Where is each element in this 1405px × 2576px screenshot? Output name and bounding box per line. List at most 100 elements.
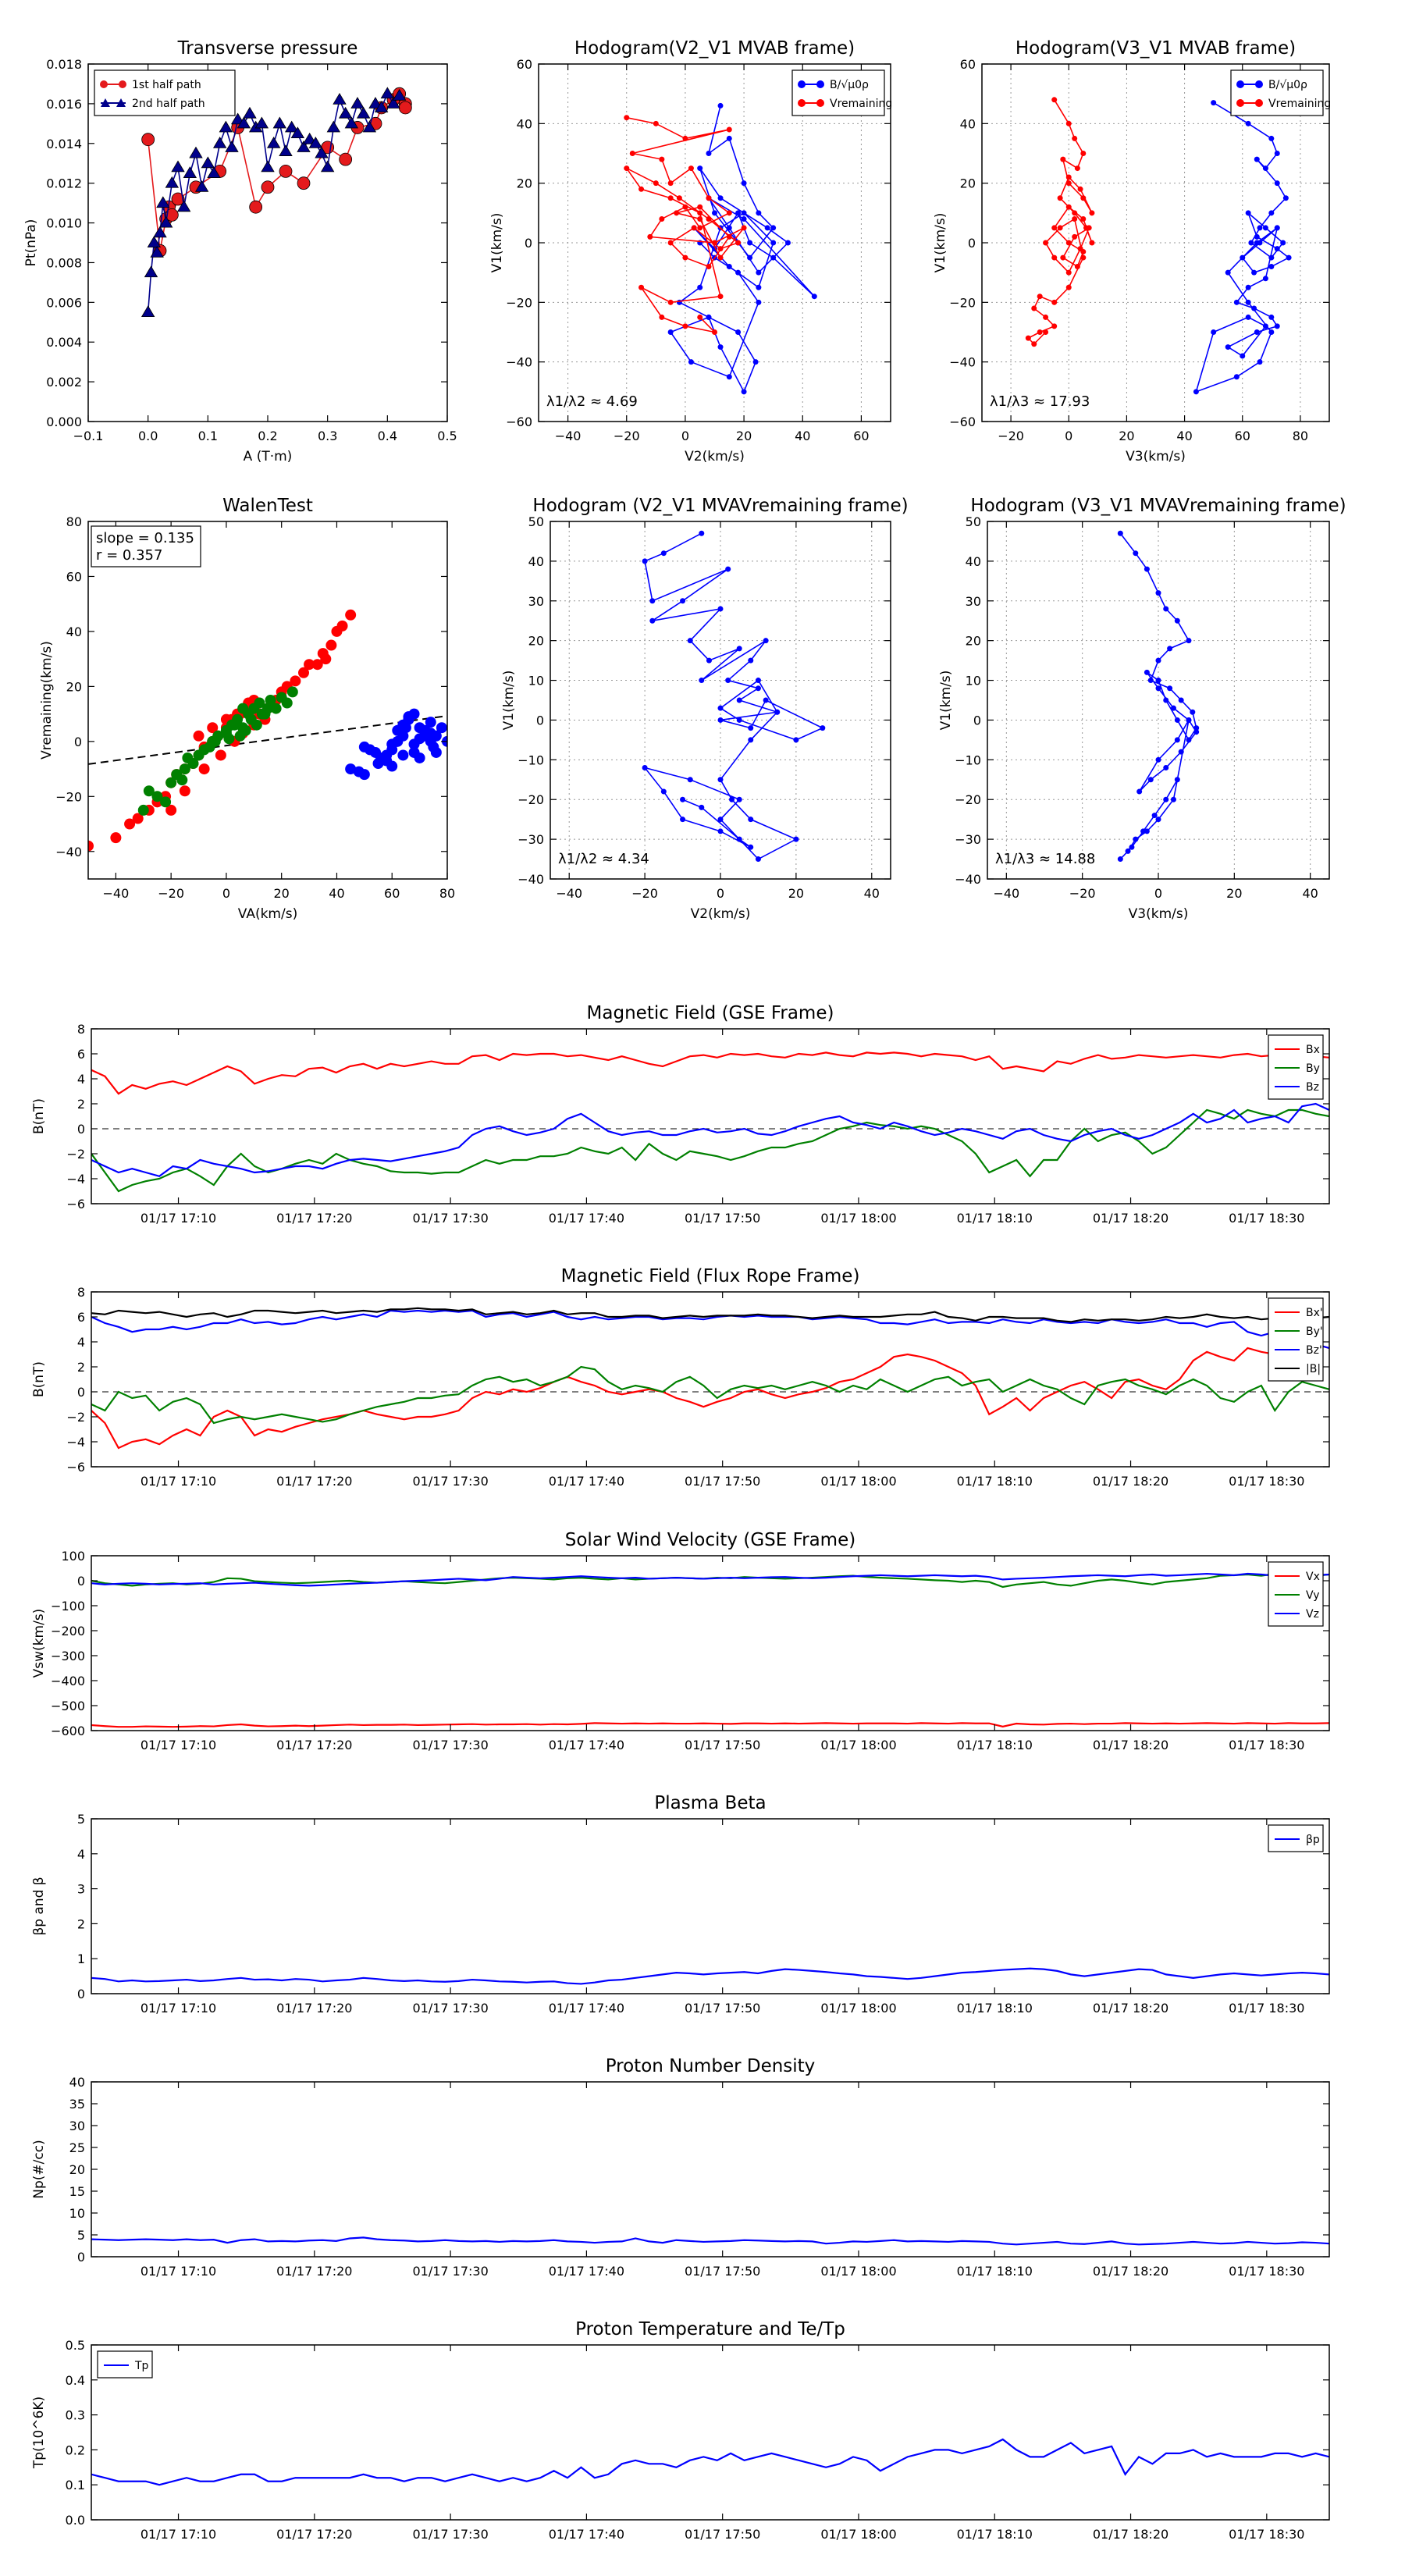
- x-tick-label: −40: [103, 886, 130, 901]
- chart-title: Proton Temperature and Te/Tp: [575, 2319, 845, 2339]
- data-point: [1080, 215, 1087, 222]
- ticks: 01/17 17:10 01/17 17:20 01/17 17:30 01/17 1…: [66, 1022, 1329, 1226]
- y-tick-label: 20: [69, 2162, 85, 2177]
- y-axis-label: Vsw(km/s): [31, 1609, 47, 1678]
- data-point: [1178, 697, 1184, 703]
- data-point: [1262, 165, 1268, 172]
- plot-frame: [91, 2344, 1330, 2521]
- y-tick-label: 30: [528, 594, 544, 609]
- x-tick-label: 01/17 18:00: [820, 2264, 896, 2279]
- data-point: [266, 136, 281, 148]
- y-tick-label: −40: [955, 872, 981, 887]
- data-point: [1144, 669, 1150, 675]
- data-point: [386, 738, 398, 750]
- data-point: [820, 725, 826, 731]
- x-tick-label: 01/17 17:40: [549, 1738, 624, 1752]
- y-tick-label: 5: [77, 1812, 85, 1827]
- legend-marker: [1236, 99, 1244, 107]
- data-point: [297, 141, 311, 152]
- data-point: [1274, 246, 1280, 252]
- x-tick-label: 20: [274, 886, 290, 901]
- data-point: [667, 299, 674, 305]
- data-point: [726, 135, 732, 141]
- x-tick-label: 01/17 17:20: [276, 1211, 352, 1226]
- data-point: [624, 115, 630, 121]
- y-tick-label: −4: [66, 1172, 85, 1187]
- legend-marker: [101, 98, 110, 107]
- data-point: [1245, 299, 1251, 305]
- data-point: [1037, 329, 1043, 335]
- data-point: [659, 215, 665, 222]
- data-point: [1151, 813, 1158, 819]
- data-point: [144, 265, 158, 278]
- data-point: [717, 254, 724, 261]
- series-B/√μ0ρ: [667, 102, 817, 395]
- legend-marker: [798, 80, 806, 88]
- data-point: [1233, 374, 1240, 380]
- x-tick-label: 01/17 17:30: [412, 1738, 488, 1752]
- data-point: [1136, 788, 1143, 795]
- x-tick-label: 0.2: [258, 429, 277, 443]
- data-point: [1147, 777, 1154, 783]
- series-Vx: [91, 1722, 1329, 1728]
- y-tick-label: −10: [518, 753, 544, 767]
- series-line: [669, 105, 815, 393]
- data-point: [261, 160, 275, 173]
- plot-frame: [91, 1028, 1330, 1204]
- data-point: [1155, 590, 1161, 596]
- y-tick-label: 0.014: [46, 137, 82, 151]
- y-tick-label: 10: [966, 674, 981, 688]
- data-point: [1031, 341, 1037, 347]
- data-point: [1074, 264, 1080, 270]
- data-point: [1072, 215, 1078, 222]
- series-|B|: [91, 1307, 1329, 1323]
- x-tick-label: 80: [439, 886, 455, 901]
- data-point: [1140, 828, 1147, 834]
- data-point: [1117, 530, 1123, 536]
- y-tick-label: 8: [77, 1285, 85, 1300]
- data-point: [237, 703, 249, 714]
- data-point: [735, 240, 742, 246]
- series-Bx': [91, 1343, 1329, 1450]
- data-point: [1248, 240, 1254, 246]
- x-tick-label: 01/17 17:30: [412, 2527, 488, 2542]
- legend-label: B/√μ0ρ: [1268, 79, 1307, 91]
- data-point: [315, 146, 329, 158]
- y-tick-label: 40: [66, 624, 82, 639]
- y-tick-label: 0.004: [46, 335, 82, 350]
- data-point: [756, 299, 762, 305]
- data-point: [398, 101, 412, 115]
- data-point: [1251, 269, 1257, 276]
- x-tick-label: 0.1: [198, 429, 218, 443]
- annotation-text: λ1/λ3 ≈ 14.88: [995, 851, 1095, 867]
- x-tick-label: 01/17 18:30: [1229, 1474, 1304, 1489]
- data-point: [1057, 195, 1063, 201]
- data-point: [1065, 120, 1072, 126]
- y-tick-label: −200: [51, 1624, 85, 1638]
- y-tick-label: 35: [69, 2097, 85, 2112]
- x-tick-label: 01/17 18:20: [1093, 2527, 1168, 2542]
- series-0: [88, 609, 357, 852]
- x-tick-label: 0: [681, 429, 689, 443]
- y-tick-label: 30: [966, 594, 981, 609]
- data-point: [667, 329, 674, 335]
- x-tick-label: 01/17 18:10: [957, 2001, 1033, 2016]
- series-line: [91, 2438, 1329, 2486]
- ticks: −40 −20 0 20 40 60 80 −40 −20 0 20 40 60 80: [55, 514, 455, 901]
- y-tick-label: 20: [966, 634, 981, 649]
- data-point: [150, 245, 164, 258]
- data-point: [770, 225, 777, 231]
- data-point: [688, 165, 694, 172]
- data-point: [1155, 756, 1161, 763]
- data-point: [649, 617, 656, 624]
- data-point: [706, 195, 712, 201]
- data-point: [1074, 165, 1080, 172]
- data-point: [339, 152, 353, 166]
- data-point: [653, 180, 659, 187]
- data-point: [774, 709, 781, 715]
- data-point: [712, 329, 717, 335]
- x-tick-label: 01/17 18:30: [1229, 2264, 1304, 2279]
- data-point: [1086, 225, 1092, 231]
- x-tick-label: 01/17 18:10: [957, 1211, 1033, 1226]
